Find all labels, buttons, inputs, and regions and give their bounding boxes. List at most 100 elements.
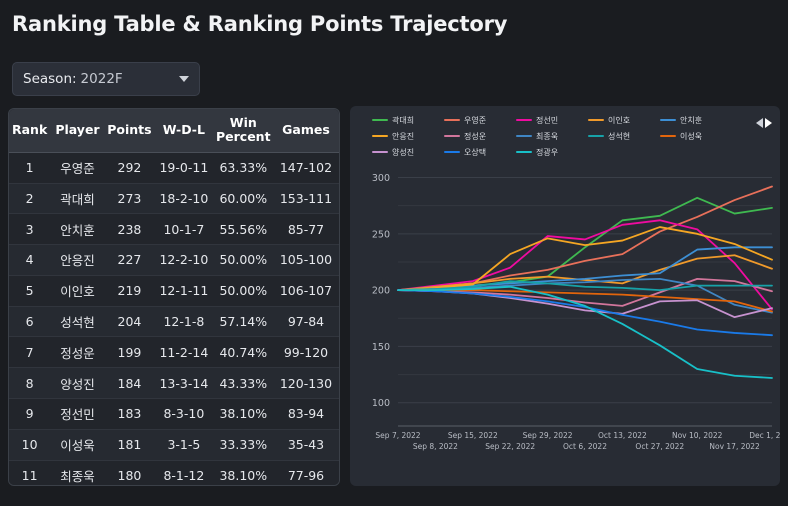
legend-color-swatch [516,150,532,154]
cell-games: 83-94 [272,398,339,430]
table-row[interactable]: 3 안치훈 238 10-1-7 55.56% 85-77 [9,213,339,246]
column-header-games[interactable]: Games [272,109,339,153]
legend-label: 우영준 [464,115,487,125]
cell-rank: 11 [9,460,51,485]
x-axis-tick-label: Oct 13, 2022 [598,431,647,440]
legend-pager[interactable] [756,118,772,128]
legend-item-1[interactable]: 우영준 [444,112,516,128]
legend-item-5[interactable]: 안응진 [372,128,444,144]
cell-win-percent: 38.10% [213,460,273,485]
cell-rank: 4 [9,244,51,276]
legend-item-9[interactable]: 이성욱 [660,128,732,144]
column-header-win-percent[interactable]: Win Percent [213,109,273,153]
legend-item-11[interactable]: 오상택 [444,144,516,160]
legend-label: 곽대희 [392,115,415,125]
cell-games: 120-130 [272,367,339,399]
cell-games: 147-102 [272,152,339,184]
legend-item-2[interactable]: 정선민 [516,112,588,128]
cell-win-percent: 50.00% [213,244,273,276]
series-line-5[interactable] [397,226,773,292]
x-axis-tick-label: Dec 1, 2022 [749,431,780,440]
cell-rank: 8 [9,367,51,399]
cell-games: 99-120 [272,336,339,369]
table-row[interactable]: 11 최종욱 180 8-1-12 38.10% 77-96 [9,460,339,485]
triangle-left-icon[interactable] [756,118,763,128]
cell-wdl: 3-1-5 [154,429,214,461]
season-select-label: Season: [23,71,77,87]
legend-item-3[interactable]: 이인호 [588,112,660,128]
legend-color-swatch [444,134,460,138]
series-line-0[interactable] [397,196,773,292]
legend-label: 안응진 [392,131,415,141]
cell-win-percent: 50.00% [213,275,273,307]
legend-item-6[interactable]: 정성운 [444,128,516,144]
cell-player: 이성욱 [50,429,105,461]
y-axis-tick-label: 100 [372,398,390,409]
cell-player: 정선민 [50,398,105,430]
triangle-right-icon[interactable] [765,118,772,128]
x-axis-tick-label: Sep 29, 2022 [523,431,573,440]
y-axis-tick-label: 300 [372,173,390,184]
cell-points: 184 [104,367,155,399]
season-select-dropdown[interactable]: Season: 2022F [12,62,200,96]
legend-label: 이성욱 [680,131,703,141]
x-axis-tick-label: Oct 27, 2022 [635,442,684,451]
x-axis-tick-label: Sep 8, 2022 [413,442,458,451]
table-row[interactable]: 6 성석현 204 12-1-8 57.14% 97-84 [9,306,339,338]
column-header-points[interactable]: Points [104,109,155,153]
legend-color-swatch [516,118,532,122]
cell-rank: 6 [9,306,51,338]
cell-player: 성석현 [50,306,105,338]
legend-item-0[interactable]: 곽대희 [372,112,444,128]
cell-win-percent: 60.00% [213,183,273,215]
series-line-2[interactable] [397,219,773,311]
legend-color-swatch [660,118,676,122]
cell-games: 35-43 [272,429,339,461]
cell-wdl: 8-1-12 [154,460,214,485]
legend-color-swatch [516,134,532,138]
table-row[interactable]: 1 우영준 292 19-0-11 63.33% 147-102 [9,152,339,184]
table-row[interactable]: 7 정성운 199 11-2-14 40.74% 99-120 [9,336,339,369]
series-line-8[interactable] [397,280,773,292]
cell-games: 105-100 [272,244,339,276]
legend-item-10[interactable]: 양성진 [372,144,444,160]
x-axis-tick-label: Sep 7, 2022 [375,431,420,440]
legend-label: 정성운 [464,131,487,141]
column-header-wdl[interactable]: W-D-L [154,109,214,153]
cell-win-percent: 57.14% [213,306,273,338]
cell-points: 238 [104,213,155,246]
legend-item-7[interactable]: 최종욱 [516,128,588,144]
table-row[interactable]: 5 이인호 219 12-1-11 50.00% 106-107 [9,275,339,307]
cell-win-percent: 38.10% [213,398,273,430]
cell-rank: 9 [9,398,51,430]
column-header-player[interactable]: Player [50,109,105,153]
series-line-3[interactable] [397,254,773,292]
cell-games: 77-96 [272,460,339,485]
table-row[interactable]: 4 안응진 227 12-2-10 50.00% 105-100 [9,244,339,276]
column-header-rank[interactable]: Rank [9,109,51,153]
legend-item-8[interactable]: 성석현 [588,128,660,144]
cell-win-percent: 63.33% [213,152,273,184]
chevron-down-icon [179,76,189,82]
legend-label: 성석현 [608,131,631,141]
table-row[interactable]: 8 양성진 184 13-3-14 43.33% 120-130 [9,367,339,399]
page-title: Ranking Table & Ranking Points Trajector… [12,12,508,36]
cell-points: 181 [104,429,155,461]
series-line-12[interactable] [397,285,773,379]
cell-wdl: 12-1-8 [154,306,214,338]
table-row[interactable]: 9 정선민 183 8-3-10 38.10% 83-94 [9,398,339,430]
cell-player: 안치훈 [50,213,105,246]
cell-player: 양성진 [50,367,105,399]
table-row[interactable]: 2 곽대희 273 18-2-10 60.00% 153-111 [9,183,339,215]
legend-item-4[interactable]: 안치훈 [660,112,732,128]
legend-color-swatch [444,150,460,154]
legend-item-12[interactable]: 정광우 [516,144,588,160]
table-header: Rank Player Points W-D-L Win Percent Gam… [9,109,339,153]
table-row[interactable]: 10 이성욱 181 3-1-5 33.33% 35-43 [9,429,339,461]
cell-rank: 1 [9,152,51,184]
series-line-11[interactable] [397,289,773,337]
x-axis-tick-label: Nov 17, 2022 [709,442,760,451]
y-axis-tick-label: 250 [372,229,390,240]
